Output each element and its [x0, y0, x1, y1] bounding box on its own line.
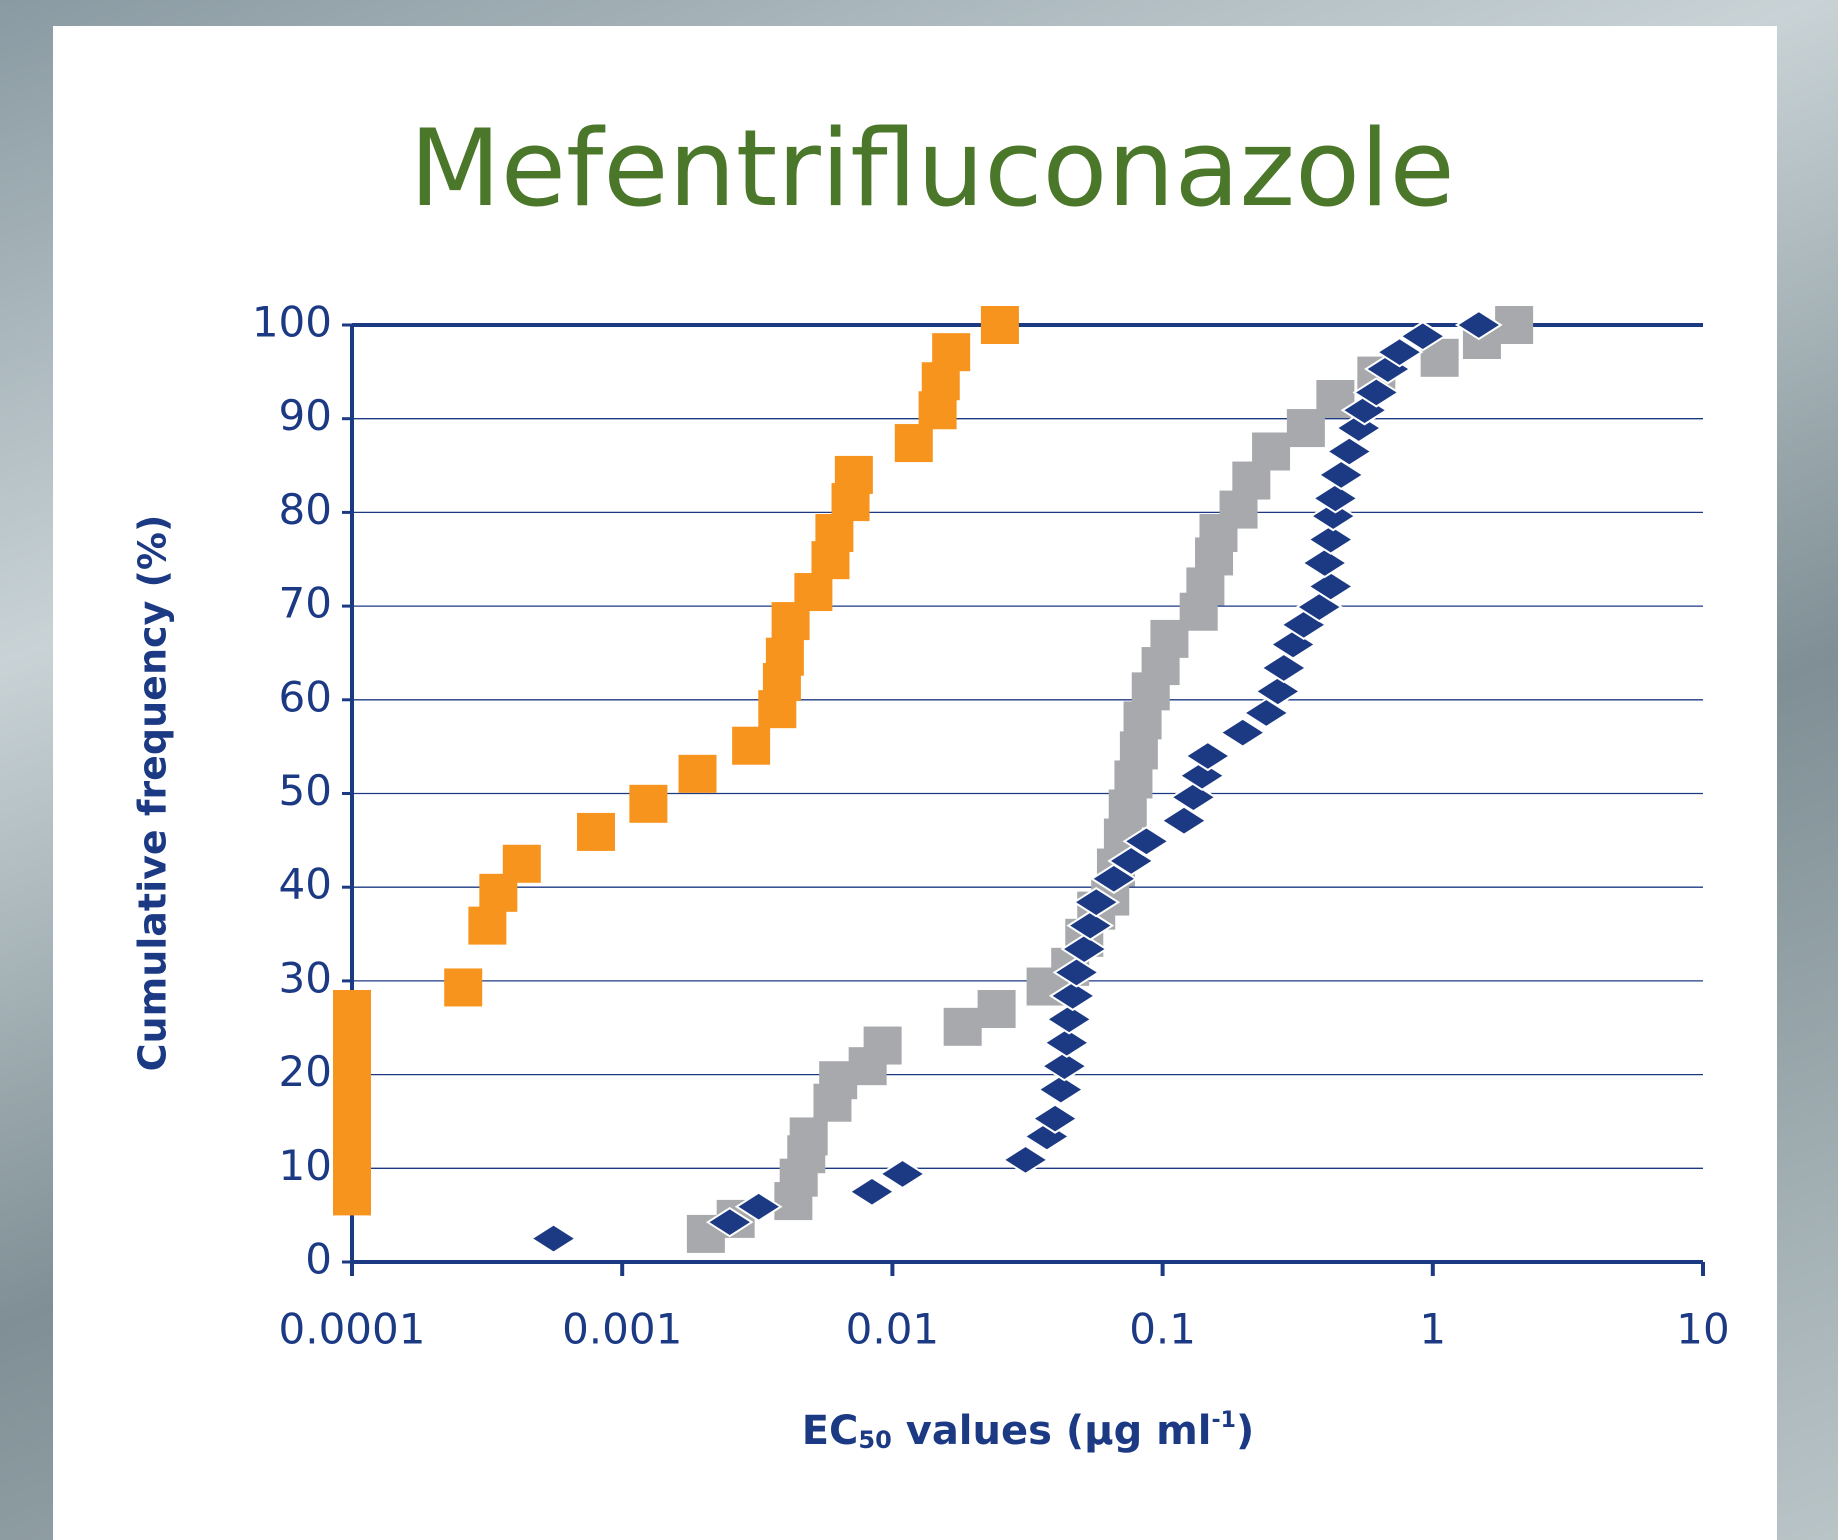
- y-axis-label: Cumulative frequency (%): [131, 515, 175, 1072]
- y-tick-label: 10: [279, 1141, 332, 1190]
- point: [577, 813, 615, 851]
- point: [333, 990, 371, 1028]
- x-axis-label-sub: 50: [858, 1426, 891, 1454]
- point: [981, 306, 1019, 344]
- y-tick-label: 30: [279, 953, 332, 1002]
- x-axis-label-part: values (µg ml: [892, 1408, 1212, 1454]
- y-tick-label: 20: [279, 1047, 332, 1096]
- x-axis-label-part: ): [1236, 1408, 1254, 1454]
- point: [895, 424, 933, 462]
- point: [864, 1027, 902, 1065]
- x-axis-label-part: EC: [802, 1408, 859, 1454]
- y-tick-label: 40: [279, 860, 332, 909]
- x-tick-label: 0.1: [1129, 1305, 1196, 1354]
- point: [629, 785, 667, 823]
- point: [732, 727, 770, 765]
- point: [790, 1117, 828, 1155]
- x-tick-label: 0.01: [846, 1305, 940, 1354]
- point: [978, 990, 1016, 1028]
- y-tick-label: 90: [279, 391, 332, 440]
- point: [503, 845, 541, 883]
- y-tick-label: 100: [252, 298, 332, 347]
- point: [679, 755, 717, 793]
- point: [766, 638, 804, 676]
- point: [944, 1008, 982, 1046]
- point: [1252, 432, 1290, 470]
- x-axis-label-sup: -1: [1212, 1408, 1236, 1433]
- page: {"chart_data": {"type": "scatter", "titl…: [0, 0, 1838, 1540]
- point: [835, 456, 873, 494]
- x-tick-label: 0.0001: [279, 1305, 426, 1354]
- x-tick-label: 0.001: [562, 1305, 682, 1354]
- chart: Mefentrifluconazole Cumulative frequency…: [0, 0, 1838, 1540]
- y-tick-label: 0: [305, 1235, 332, 1284]
- point: [444, 968, 482, 1006]
- chart-title: Mefentrifluconazole: [409, 107, 1454, 230]
- y-tick-label: 50: [279, 766, 332, 815]
- x-tick-label: 10: [1676, 1305, 1729, 1354]
- y-tick-label: 80: [279, 485, 332, 534]
- x-tick-label: 1: [1419, 1305, 1446, 1354]
- y-tick-label: 60: [279, 672, 332, 721]
- y-tick-label: 70: [279, 579, 332, 628]
- point: [932, 333, 970, 371]
- point: [468, 907, 506, 945]
